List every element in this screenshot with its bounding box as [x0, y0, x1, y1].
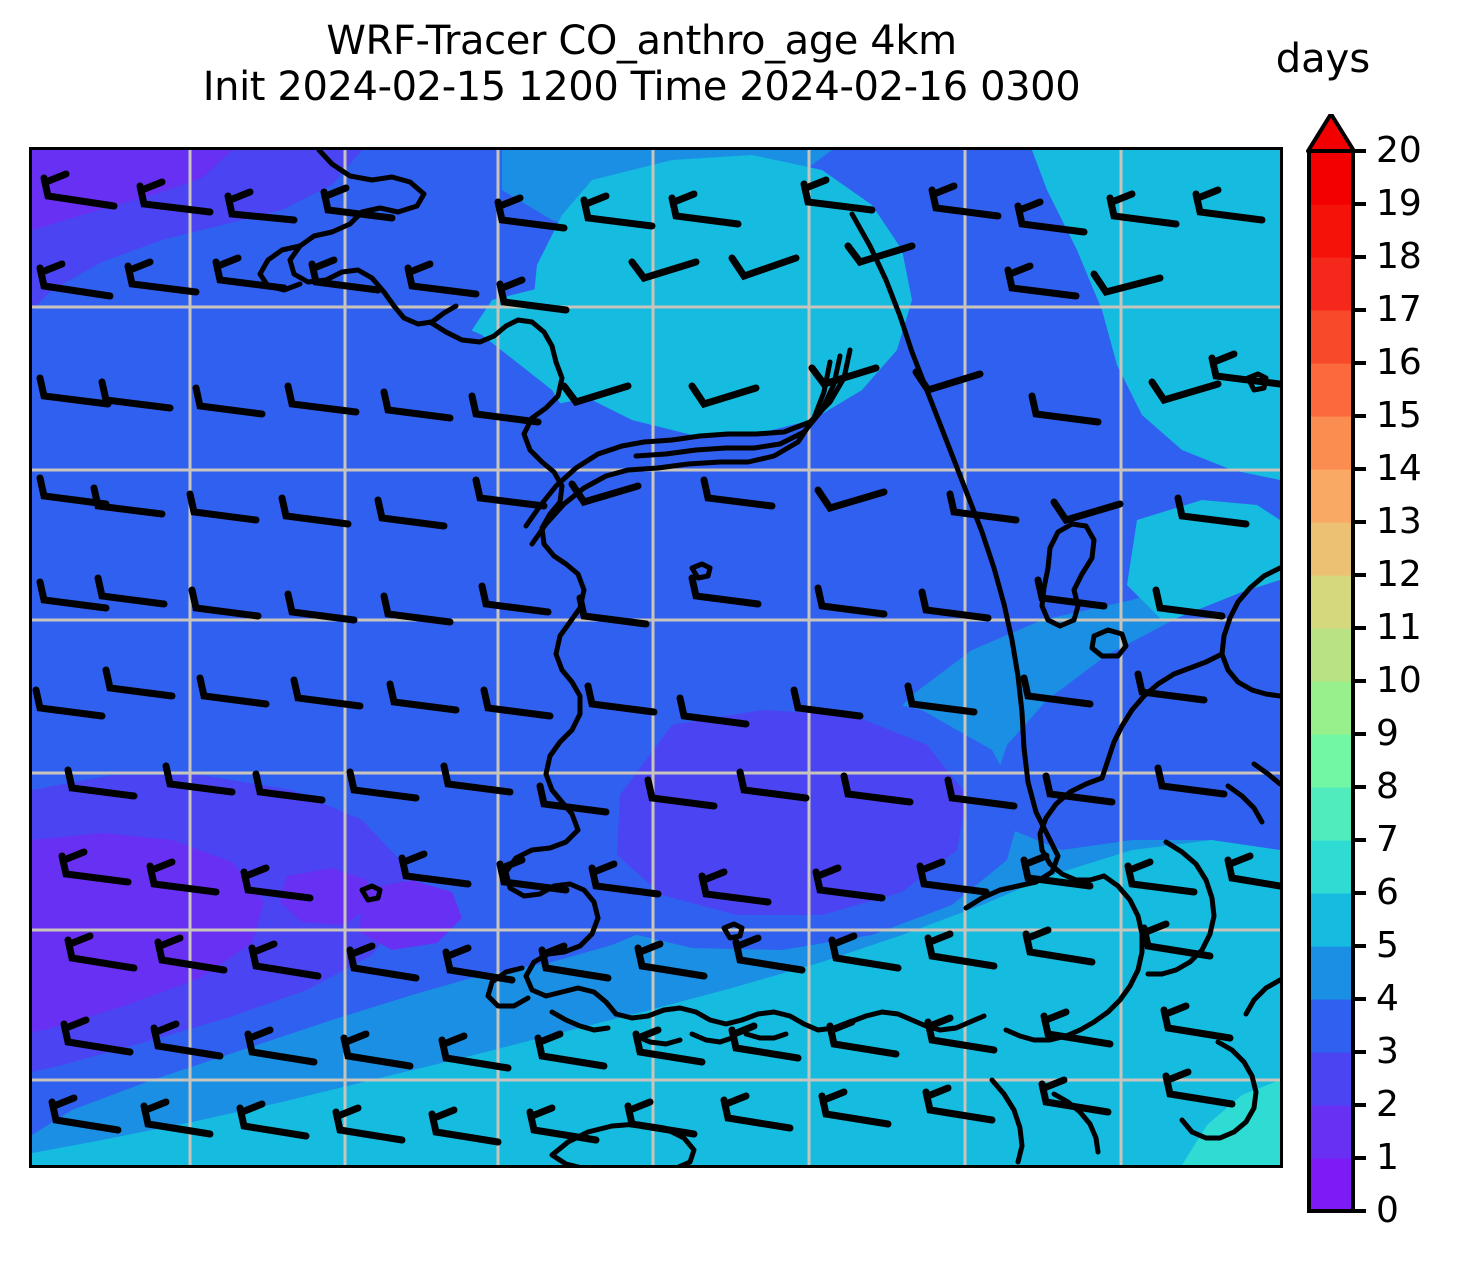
colorbar-tick-labels: 0 1 2 3 4 5 6 7 8 9 10 11 12 13 14 15 16 17 18 19 20	[1376, 114, 1458, 1229]
colorbar-tick-label: 5	[1376, 925, 1399, 966]
chart-title: WRF-Tracer CO_anthro_age 4km Init 2024-0…	[0, 18, 1283, 111]
colorbar-band	[1309, 628, 1353, 682]
colorbar-band	[1309, 1105, 1353, 1159]
map-clip	[32, 150, 1280, 1165]
colorbar-band	[1309, 840, 1353, 894]
colorbar-tick-label: 3	[1376, 1031, 1399, 1072]
colorbar-tick-label: 10	[1376, 660, 1422, 701]
colorbar-svg	[1306, 114, 1366, 1213]
colorbar-tick-label: 2	[1376, 1084, 1399, 1125]
colorbar-band	[1309, 1158, 1353, 1212]
colorbar-tick-label: 1	[1376, 1137, 1399, 1178]
contour-map-svg	[32, 150, 1280, 1165]
colorbar-band	[1309, 999, 1353, 1053]
colorbar-tick-label: 13	[1376, 501, 1422, 542]
wind-barb-overlay	[32, 170, 1280, 1146]
colorbar-band	[1309, 681, 1353, 735]
colorbar-tick-label: 11	[1376, 607, 1422, 648]
colorbar-band	[1309, 310, 1353, 364]
colorbar-band	[1309, 469, 1353, 523]
colorbar-tick-label: 7	[1376, 819, 1399, 860]
colorbar-ticks	[1353, 149, 1366, 1213]
colorbar-band	[1309, 204, 1353, 258]
colorbar-tick-label: 0	[1376, 1190, 1399, 1231]
title-line-1: WRF-Tracer CO_anthro_age 4km	[326, 18, 957, 64]
colorbar-band	[1309, 575, 1353, 629]
colorbar-tick-label: 9	[1376, 713, 1399, 754]
colorbar-band	[1309, 416, 1353, 470]
colorbar-tick-label: 17	[1376, 289, 1422, 330]
colorbar-band	[1309, 151, 1353, 205]
colorbar-tick-label: 14	[1376, 448, 1422, 489]
colorbar-tick-label: 20	[1376, 130, 1422, 171]
colorbar-tick-label: 19	[1376, 183, 1422, 224]
colorbar-tick-label: 4	[1376, 978, 1399, 1019]
colorbar-tick-label: 18	[1376, 236, 1422, 277]
colorbar-band	[1309, 1052, 1353, 1106]
map-plot-area[interactable]	[29, 147, 1283, 1168]
colorbar-tick-label: 15	[1376, 395, 1422, 436]
colorbar-band	[1309, 946, 1353, 1000]
colorbar-tick-label: 8	[1376, 766, 1399, 807]
colorbar-band	[1309, 734, 1353, 788]
colorbar-units-label: days	[1275, 36, 1371, 82]
title-line-2: Init 2024-02-15 1200 Time 2024-02-16 030…	[202, 64, 1081, 111]
colorbar-tick-label: 16	[1376, 342, 1422, 383]
colorbar-band	[1309, 787, 1353, 841]
colorbar-extend-arrow	[1306, 114, 1356, 153]
colorbar-band	[1309, 257, 1353, 311]
colorbar-band	[1309, 363, 1353, 417]
colorbar-tick-label: 12	[1376, 554, 1422, 595]
colorbar-band	[1309, 522, 1353, 576]
colorbar-tick-label: 6	[1376, 872, 1399, 913]
colorbar-band	[1309, 893, 1353, 947]
colorbar-bands	[1309, 151, 1353, 1212]
colorbar[interactable]	[1296, 114, 1366, 1213]
